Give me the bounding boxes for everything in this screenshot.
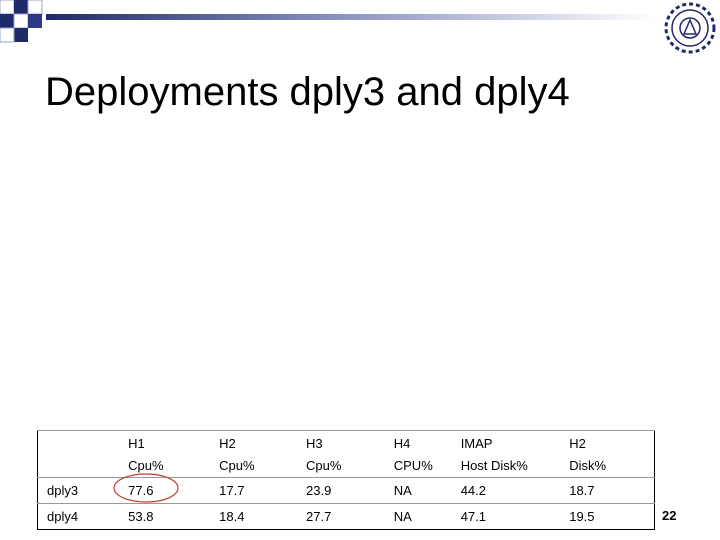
table-cell: 23.9 xyxy=(297,477,385,504)
slide-title: Deployments dply3 and dply4 xyxy=(45,70,570,114)
table-row: dply4 53.8 18.4 27.7 NA 47.1 19.5 xyxy=(37,503,655,530)
header-line: H3 xyxy=(306,436,323,451)
header-cell: H2 Disk% xyxy=(560,430,655,478)
table-cell: 19.5 xyxy=(560,503,655,530)
data-table: H1 Cpu% H2 Cpu% H3 Cpu% H4 CPU% IMAP Host Disk% H2… xyxy=(37,430,655,530)
table-cell: 44.2 xyxy=(451,477,561,504)
header-line: H2 xyxy=(569,436,586,451)
header-line: IMAP xyxy=(460,436,493,451)
table-cell: 17.7 xyxy=(210,477,298,504)
header-line: H1 xyxy=(128,436,145,451)
header-line: CPU% xyxy=(393,458,433,473)
row-label: dply3 xyxy=(37,477,120,504)
table-cell: 18.7 xyxy=(560,477,655,504)
table-cell: NA xyxy=(384,477,452,504)
header-line: H2 xyxy=(219,436,236,451)
header-cell: H4 CPU% xyxy=(384,430,452,478)
table-cell: 27.7 xyxy=(297,503,385,530)
header-cell: H3 Cpu% xyxy=(297,430,385,478)
slide-decoration xyxy=(0,0,716,54)
table-cell: 53.8 xyxy=(119,503,211,530)
header-line: Cpu% xyxy=(219,458,255,473)
table-cell: 18.4 xyxy=(210,503,298,530)
table-cell: 47.1 xyxy=(451,503,561,530)
header-line: Cpu% xyxy=(128,458,164,473)
table-cell: NA xyxy=(384,503,452,530)
header-cell: IMAP Host Disk% xyxy=(451,430,561,478)
header-row: H1 Cpu% H2 Cpu% H3 Cpu% H4 CPU% IMAP Host Disk% H2… xyxy=(37,430,655,478)
header-line: Cpu% xyxy=(306,458,342,473)
header-cell xyxy=(37,430,120,478)
header-line: H4 xyxy=(393,436,411,451)
header-cell: H2 Cpu% xyxy=(210,430,298,478)
table-cell: 77.6 xyxy=(119,477,211,504)
header-cell: H1 Cpu% xyxy=(119,430,211,478)
page-number: 22 xyxy=(662,508,677,523)
header-line: Host Disk% xyxy=(460,458,528,473)
row-label: dply4 xyxy=(37,503,120,530)
header-line: Disk% xyxy=(569,458,607,473)
table-row: dply3 77.6 17.7 23.9 NA 44.2 18.7 xyxy=(37,477,655,504)
